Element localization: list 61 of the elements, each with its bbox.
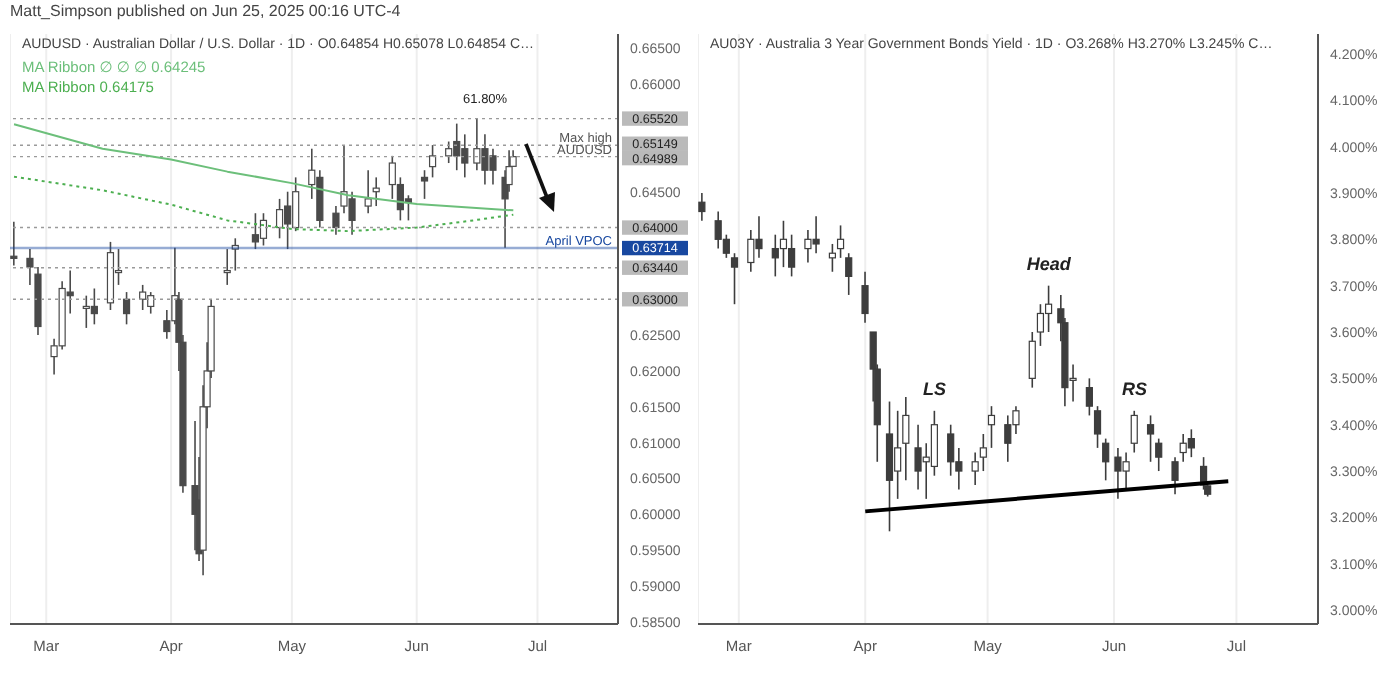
candlestick	[779, 219, 788, 268]
candlestick	[82, 294, 90, 329]
candlestick	[372, 176, 380, 207]
candlestick	[1114, 447, 1122, 500]
candlestick	[812, 215, 820, 255]
candlestick	[473, 117, 481, 172]
candlestick	[1085, 377, 1093, 417]
candlestick	[259, 212, 268, 247]
candlestick	[428, 144, 437, 179]
text: Matt_Simpson published on Jun 25, 2025 00:16 UTC-4	[10, 2, 401, 20]
candlestick	[445, 140, 453, 164]
candlestick	[828, 243, 836, 273]
candlestick	[284, 190, 292, 250]
candlestick	[885, 400, 894, 533]
line-series	[13, 175, 515, 233]
candlestick	[1122, 451, 1130, 491]
candlestick	[1036, 303, 1045, 347]
annotation: LS	[923, 378, 947, 399]
candlestick	[139, 284, 147, 311]
candlestick	[788, 233, 796, 278]
annotation: Head	[1026, 253, 1072, 274]
candlestick	[1028, 331, 1036, 389]
candlestick	[914, 423, 922, 491]
candlestick	[147, 291, 155, 315]
candlestick	[90, 287, 98, 326]
candlestick	[947, 423, 955, 477]
candlestick	[902, 396, 910, 482]
candlestick	[489, 147, 497, 186]
candlestick	[1130, 410, 1138, 454]
candlestick	[251, 212, 260, 250]
candlestick	[364, 169, 372, 215]
candlestick	[747, 229, 755, 273]
annotation: RS	[1121, 378, 1147, 399]
candlestick	[971, 451, 979, 486]
candlestick	[231, 237, 239, 272]
candlestick	[845, 252, 853, 296]
candlestick	[987, 405, 996, 449]
candlestick	[1044, 284, 1053, 333]
candlestick	[1004, 414, 1012, 463]
candlestick	[714, 210, 722, 250]
candlestick	[930, 410, 938, 477]
candlestick	[771, 233, 779, 278]
candlestick	[861, 270, 869, 324]
candlestick	[1146, 414, 1155, 463]
candlestick	[894, 410, 902, 500]
candlestick	[292, 176, 300, 232]
candlestick	[1187, 428, 1195, 458]
candlestick	[453, 122, 461, 172]
candlestick	[1155, 437, 1163, 472]
candlestick	[836, 224, 845, 259]
candlestick	[122, 291, 131, 326]
candlestick	[1102, 437, 1110, 482]
candlestick	[698, 192, 706, 222]
candlestick	[10, 221, 18, 267]
candlestick	[755, 215, 763, 259]
candlestick	[1093, 405, 1102, 449]
candlestick	[275, 198, 284, 240]
candlestick	[979, 433, 987, 472]
candlestick	[730, 252, 739, 305]
line-series	[13, 123, 515, 212]
candlestick	[420, 169, 429, 200]
